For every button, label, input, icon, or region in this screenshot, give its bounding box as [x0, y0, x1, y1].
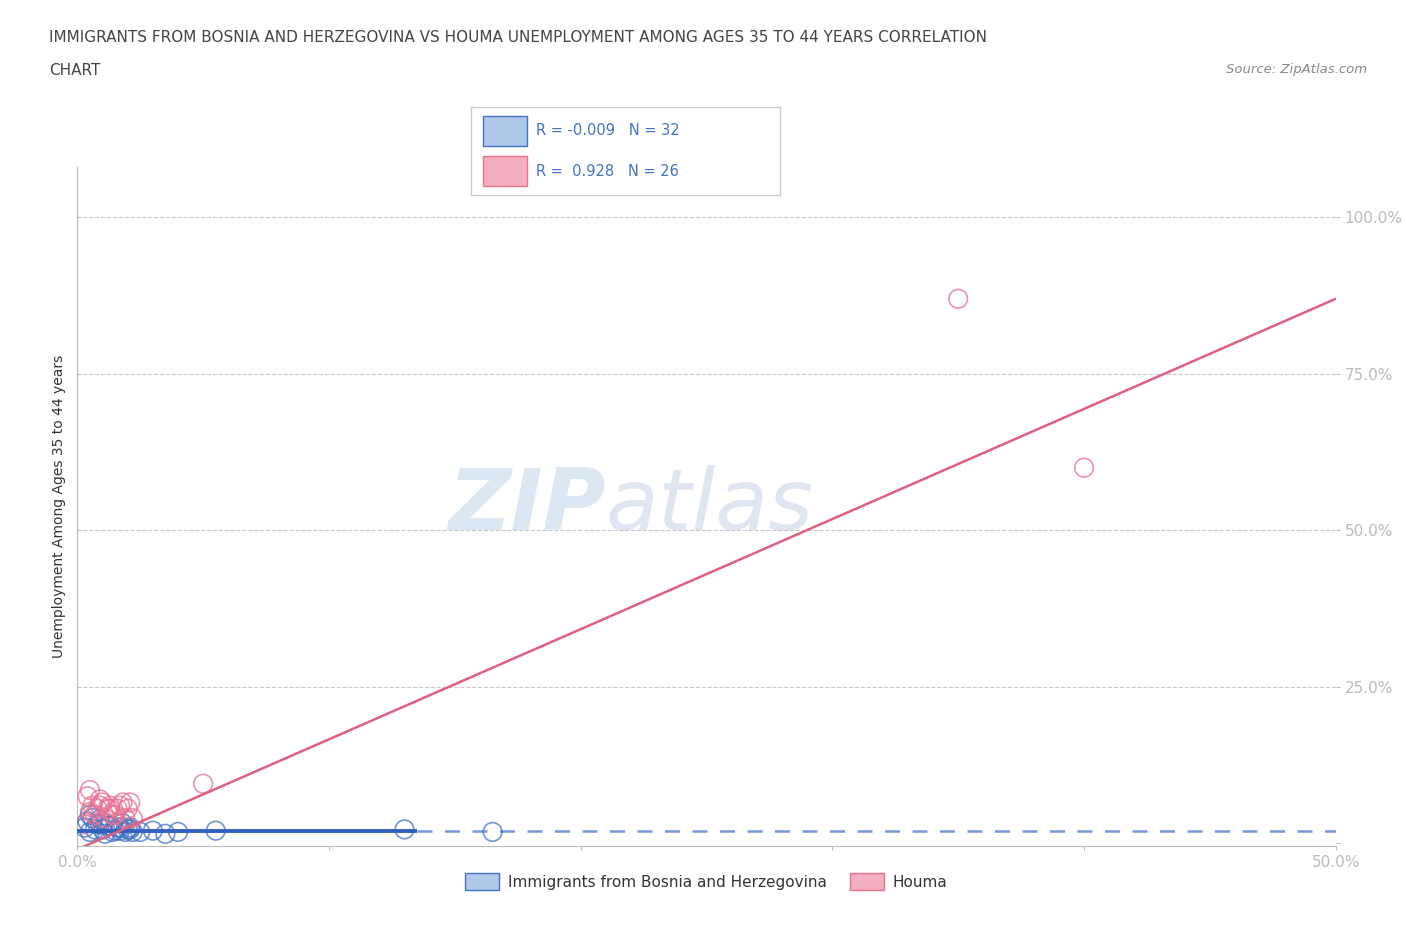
Point [167, 825, 190, 840]
Text: CHART: CHART [49, 63, 101, 78]
Point [91, 795, 114, 810]
Point [108, 798, 131, 813]
Point [117, 802, 139, 817]
Point [86, 817, 108, 831]
Point [98, 798, 121, 813]
Bar [484, 156, 527, 186]
Point [948, 291, 970, 306]
Bar [484, 116, 527, 146]
Point [96, 802, 118, 817]
Point [94, 811, 117, 826]
Point [89, 812, 111, 827]
Text: atlas: atlas [606, 465, 814, 549]
Text: Source: ZipAtlas.com: Source: ZipAtlas.com [1226, 63, 1367, 76]
Point [91, 822, 114, 837]
Point [481, 825, 503, 840]
Point [98, 802, 121, 817]
Point [76, 814, 98, 829]
Point [94, 827, 117, 842]
Point [120, 820, 142, 835]
Point [121, 825, 143, 840]
Point [82, 798, 104, 813]
Point [142, 823, 165, 838]
Point [108, 823, 131, 838]
Point [108, 820, 131, 835]
Point [86, 802, 108, 817]
Point [76, 789, 98, 804]
Point [79, 782, 101, 797]
Point [84, 807, 107, 822]
Point [101, 807, 124, 822]
Point [73, 820, 96, 835]
Point [155, 827, 177, 842]
Point [120, 822, 142, 837]
Point [111, 795, 134, 810]
Point [84, 822, 107, 837]
Point [79, 825, 101, 840]
Point [107, 802, 129, 817]
Text: R =  0.928   N = 26: R = 0.928 N = 26 [536, 164, 679, 179]
Point [101, 825, 124, 840]
Point [114, 825, 136, 840]
Point [82, 811, 104, 826]
Point [204, 823, 226, 838]
Text: ZIP: ZIP [449, 465, 606, 549]
Point [89, 817, 111, 831]
Point [117, 822, 139, 837]
Point [98, 818, 121, 833]
Point [89, 792, 111, 807]
Y-axis label: Unemployment Among Ages 35 to 44 years: Unemployment Among Ages 35 to 44 years [52, 355, 66, 658]
Point [111, 816, 134, 830]
Point [79, 807, 101, 822]
Point [89, 798, 111, 813]
Point [107, 820, 129, 835]
Point [191, 777, 215, 791]
Point [114, 811, 136, 826]
Point [120, 795, 142, 810]
Point [394, 822, 416, 837]
Point [73, 817, 96, 831]
Point [129, 825, 152, 840]
Point [98, 818, 121, 833]
Point [104, 823, 127, 838]
Text: IMMIGRANTS FROM BOSNIA AND HERZEGOVINA VS HOUMA UNEMPLOYMENT AMONG AGES 35 TO 44: IMMIGRANTS FROM BOSNIA AND HERZEGOVINA V… [49, 30, 987, 45]
Legend: Immigrants from Bosnia and Herzegovina, Houma: Immigrants from Bosnia and Herzegovina, … [460, 867, 953, 897]
Point [96, 818, 118, 833]
Point [121, 811, 143, 826]
Point [1073, 460, 1095, 475]
Text: R = -0.009   N = 32: R = -0.009 N = 32 [536, 124, 679, 139]
Point [79, 804, 101, 819]
Point [104, 807, 127, 822]
